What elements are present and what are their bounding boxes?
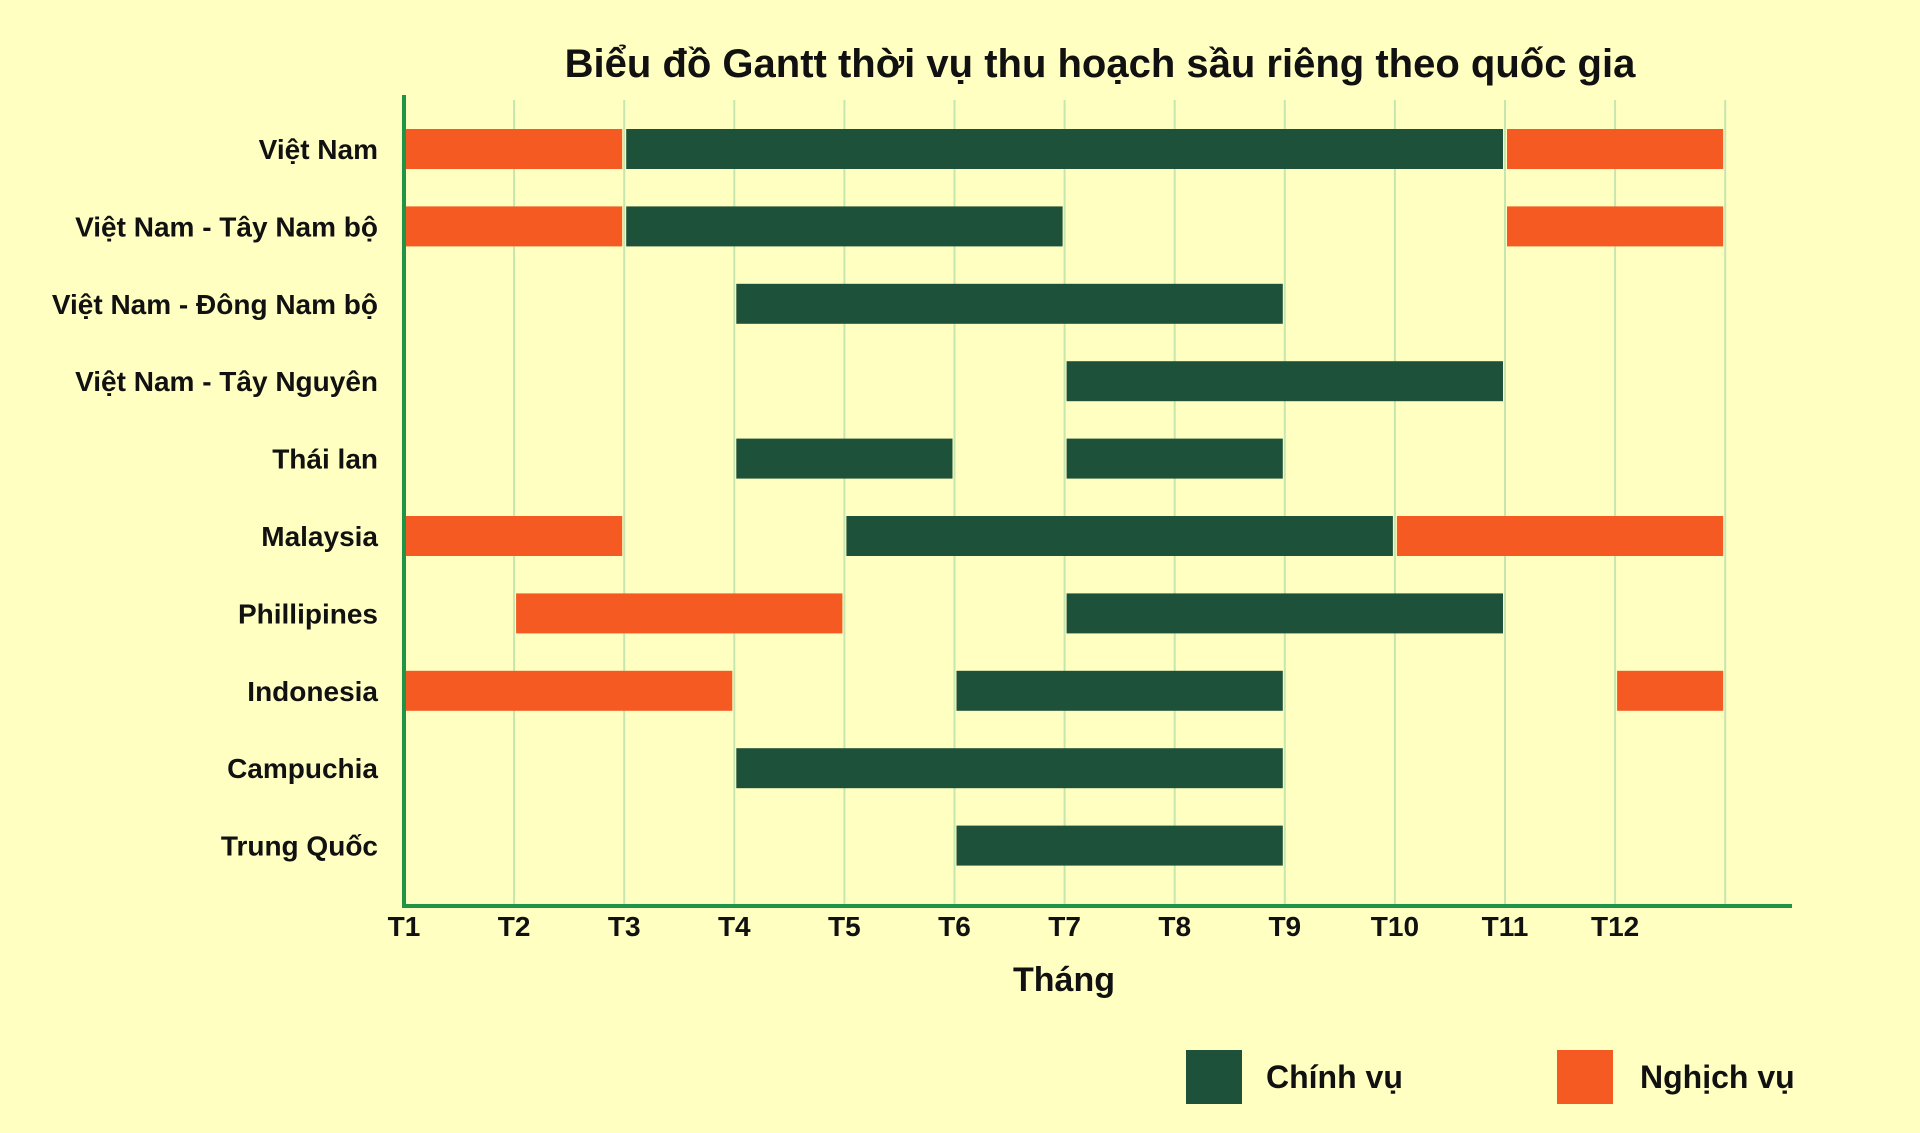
x-tick-label: T2 xyxy=(498,911,531,942)
row-label: Phillipines xyxy=(238,598,378,629)
x-tick-label: T5 xyxy=(828,911,861,942)
legend-swatch xyxy=(1186,1050,1242,1104)
bar-main-season xyxy=(1066,361,1503,402)
legend: Chính vụ Nghịch vụ xyxy=(1186,1050,1795,1104)
bar-off-season xyxy=(1507,129,1724,169)
x-tick-label: T10 xyxy=(1371,911,1419,942)
bar-off-season xyxy=(1507,206,1724,247)
chart-title: Biểu đồ Gantt thời vụ thu hoạch sầu riên… xyxy=(565,42,1636,86)
x-tick-label: T3 xyxy=(608,911,641,942)
bar-main-season xyxy=(1066,593,1503,634)
bar-main-season xyxy=(956,670,1283,711)
bar-off-season xyxy=(1396,516,1724,556)
row-label: Campuchia xyxy=(227,753,378,784)
row-label: Việt Nam xyxy=(259,134,378,165)
x-tick-label: T12 xyxy=(1591,911,1639,942)
row-label: Indonesia xyxy=(247,676,378,707)
bar-main-season xyxy=(736,438,953,479)
bars xyxy=(406,129,1724,866)
bar-main-season xyxy=(626,129,1503,169)
row-labels: Việt Nam Việt Nam - Tây Nam bộ Việt Nam - … xyxy=(52,134,379,862)
x-tick-label: T11 xyxy=(1482,911,1529,942)
x-tick-labels: T1 T2 T3 T4 T5 T6 T7 T8 T9 T10 T11 T12 xyxy=(388,911,1640,942)
row-label: Việt Nam - Tây Nam bộ xyxy=(75,211,378,242)
row-label: Thái lan xyxy=(272,444,378,475)
bar-off-season xyxy=(406,670,733,711)
bar-main-season xyxy=(736,283,1283,324)
x-axis-title: Tháng xyxy=(1013,961,1115,999)
legend-label: Chính vụ xyxy=(1266,1059,1403,1095)
x-tick-label: T8 xyxy=(1158,911,1191,942)
bar-off-season xyxy=(516,593,843,634)
bar-main-season xyxy=(846,516,1393,556)
row-label: Malaysia xyxy=(261,521,378,552)
x-tick-label: T9 xyxy=(1268,911,1301,942)
x-tick-label: T6 xyxy=(938,911,971,942)
bar-off-season xyxy=(406,516,623,556)
legend-swatch xyxy=(1557,1050,1613,1104)
bar-off-season xyxy=(406,206,623,247)
row-label: Việt Nam - Đông Nam bộ xyxy=(52,289,378,320)
bar-off-season xyxy=(406,129,623,169)
x-tick-label: T4 xyxy=(718,911,751,942)
bar-main-season xyxy=(626,206,1063,247)
row-label: Việt Nam - Tây Nguyên xyxy=(75,366,378,397)
row-label: Trung Quốc xyxy=(221,831,378,862)
x-tick-label: T7 xyxy=(1048,911,1081,942)
bar-off-season xyxy=(1617,670,1724,711)
bar-main-season xyxy=(956,825,1283,866)
bar-main-season xyxy=(736,748,1283,789)
legend-label: Nghịch vụ xyxy=(1640,1059,1795,1095)
bar-main-season xyxy=(1066,438,1283,479)
axes xyxy=(402,95,1792,908)
x-tick-label: T1 xyxy=(388,911,421,942)
